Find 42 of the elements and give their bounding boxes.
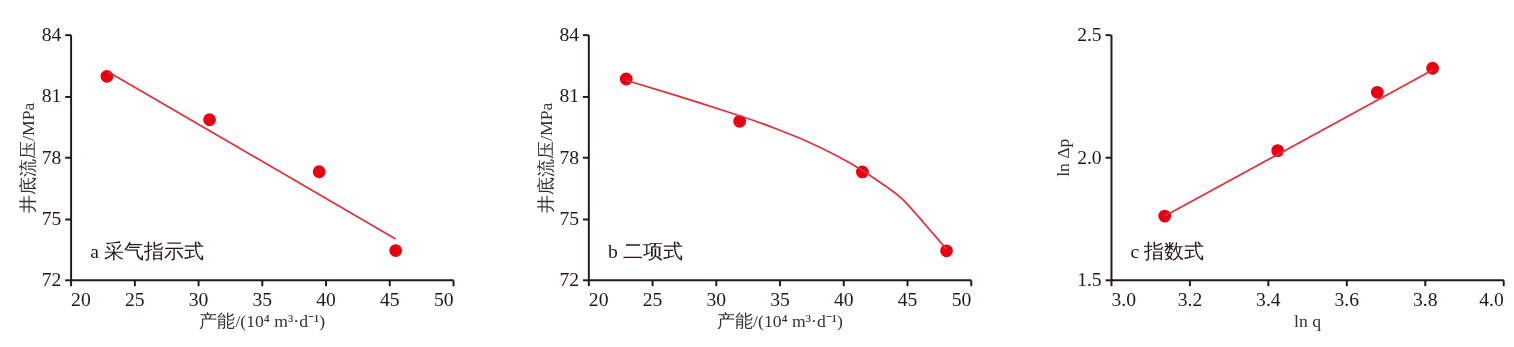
annotation: b 二项式 (607, 241, 683, 263)
x-tick-label: 40 (316, 288, 337, 310)
y-tick-label: 72 (559, 269, 580, 291)
annotation: c 指数式 (1130, 241, 1205, 263)
x-tick-label: 25 (125, 288, 145, 310)
y-tick-label: 81 (559, 85, 580, 107)
y-axis-title: 井底流压/MPa (535, 102, 556, 213)
x-tick-label: 40 (833, 288, 854, 310)
y-tick-label: 1.5 (1077, 269, 1102, 291)
x-tick-label: 30 (706, 288, 727, 310)
x-tick-label: 45 (897, 288, 918, 310)
x-tick-label: 35 (252, 288, 273, 310)
y-tick-label: 2.0 (1077, 146, 1102, 168)
y-tick-label: 78 (559, 146, 580, 168)
x-tick-label: 3.8 (1413, 288, 1438, 310)
x-axis-title: 产能/(10⁴ m³·d⁻¹) (199, 311, 326, 332)
x-tick-label: 3.6 (1334, 288, 1360, 310)
x-tick-label: 35 (770, 288, 791, 310)
annotation: a 采气指示式 (90, 241, 204, 263)
y-axis-title: 井底流压/MPa (17, 102, 38, 213)
y-tick-label: 84 (41, 24, 62, 46)
y-axis-title: ln Δp (1053, 138, 1074, 177)
y-tick-label: 75 (559, 207, 580, 229)
y-tick-label: 81 (41, 85, 62, 107)
x-tick-label: 25 (642, 288, 663, 310)
x-tick-label: 20 (71, 288, 91, 310)
x-tick-label: 20 (588, 288, 609, 310)
x-tick-label: 45 (379, 288, 400, 310)
x-tick-label: 3.2 (1177, 288, 1203, 310)
y-tick-label: 84 (559, 24, 580, 46)
x-tick-label: 50 (951, 288, 972, 310)
y-tick-label: 78 (41, 146, 62, 168)
x-tick-label: 50 (433, 288, 454, 310)
y-tick-label: 2.5 (1077, 24, 1102, 46)
y-tick-label: 75 (41, 207, 62, 229)
x-tick-label: 4.0 (1479, 288, 1504, 310)
x-axis-title: 产能/(10⁴ m³·d⁻¹) (717, 311, 844, 332)
x-tick-label: 3.4 (1256, 288, 1281, 310)
y-tick-label: 72 (41, 269, 62, 291)
x-tick-label: 3.0 (1111, 288, 1137, 310)
x-tick-label: 30 (188, 288, 209, 310)
x-axis-title: ln q (1294, 311, 1322, 332)
